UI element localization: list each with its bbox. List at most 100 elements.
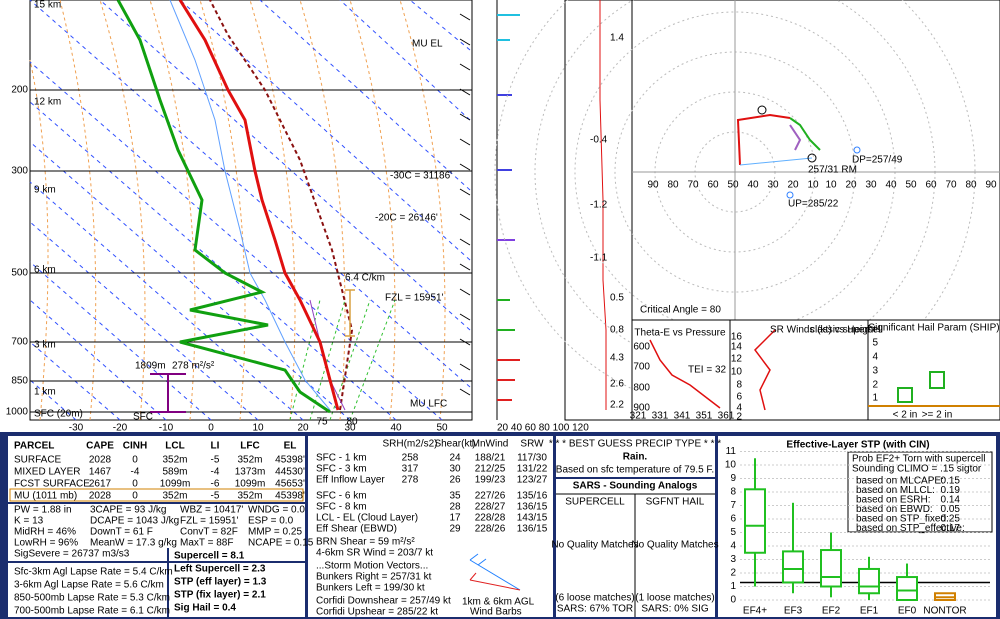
precip-type: Rain.	[623, 452, 648, 463]
index-value: SigSevere = 26737 m3/s3	[14, 549, 130, 560]
index-value: MidRH = 46%	[14, 527, 76, 538]
parcel-cell: 0	[132, 455, 138, 466]
hodo-low	[736, 113, 791, 166]
parcel-cell: 45653'	[275, 479, 305, 490]
stp-category: EF4+	[743, 606, 767, 617]
kinematic-box	[308, 436, 553, 617]
lapse-rate: 3-6km Agl Lapse Rate = 5.6 C/km	[14, 580, 164, 591]
hodo-sr-vector	[739, 157, 813, 166]
inset-tick: 351	[696, 411, 713, 422]
kin-label: SFC - 6 km	[316, 491, 367, 502]
index-value: MaxT = 88F	[180, 538, 233, 549]
inset-tick: 6	[736, 392, 742, 403]
up-label: UP=285/22	[788, 199, 839, 210]
theta-label: 0.8	[610, 325, 624, 336]
kin-label: SFC - 8 km	[316, 502, 367, 513]
parcel-header: LFC	[240, 441, 259, 452]
stp-tick: 9	[730, 473, 736, 484]
kin-cell: 317	[402, 464, 419, 475]
temp-label: 20	[297, 423, 309, 434]
temp-label: 50	[436, 423, 448, 434]
kin-cell: 143/15	[517, 513, 548, 524]
inset-type: classic supercell	[810, 325, 883, 336]
parcel-cell: 2028	[89, 455, 112, 466]
srh-label: 278 m²/s²	[172, 361, 215, 372]
rm-marker	[807, 153, 817, 163]
parcel-box	[8, 436, 305, 617]
theta-label: -1.1	[590, 253, 608, 264]
kin-cell: 35	[449, 491, 461, 502]
hodo-x-label: 50	[727, 180, 739, 191]
hodo-x-label: 30	[865, 180, 877, 191]
sars-loose: (1 loose matches)	[635, 593, 714, 604]
sars-title: SARS - Sounding Analogs	[573, 481, 698, 492]
isotherms	[29, 0, 471, 421]
inset-tick: 4	[872, 352, 878, 363]
stp-legend-value: 0.05	[941, 504, 961, 515]
hodo-mid	[789, 117, 821, 151]
stp-category: EF2	[822, 606, 841, 617]
temp-label: -20	[113, 423, 128, 434]
parcel-cell: 352m	[162, 491, 187, 502]
kin-cell: 278	[402, 475, 419, 486]
hodo-x-label: 70	[945, 180, 957, 191]
stp-tick: 10	[725, 460, 737, 471]
sars-match: No Quality Matches	[631, 540, 718, 551]
pressure-label: 500	[11, 268, 28, 279]
parcel-cell: -5	[211, 455, 220, 466]
parcel-cell: 45398'	[275, 491, 305, 502]
kin-cell: 24	[449, 453, 461, 464]
kin-cell: 199/23	[475, 475, 506, 486]
kin-extra: ...Storm Motion Vectors...	[316, 561, 428, 572]
hodo-x-label: 90	[647, 180, 659, 191]
sars-result: SARS: 67% TOR	[557, 604, 633, 615]
dewpoint-trace	[116, 0, 331, 414]
tei-label: TEI = 32	[688, 365, 727, 376]
stp-legend-label: based on MLCAPE:	[856, 476, 944, 487]
theta-label: -1.2	[590, 200, 608, 211]
parcel-cell: 352m	[162, 455, 187, 466]
inset-tick: 16	[731, 332, 743, 343]
stp-legend-label: based on EBWD:	[856, 504, 933, 515]
rm-label: 257/31 RM	[808, 165, 857, 176]
kin-extra: 4-6km SR Wind = 203/7 kt	[316, 548, 433, 559]
hodo-x-label: 20	[787, 180, 799, 191]
kin-cell: 136/15	[517, 502, 548, 513]
isotherm-label: -30C = 31186'	[390, 171, 452, 182]
kin-header: MnWind	[472, 439, 509, 450]
height-label: 9 km	[34, 185, 56, 196]
parcel-header: PARCEL	[14, 441, 54, 452]
kin-cell: 131/22	[517, 464, 548, 475]
parcel-cell: 0	[132, 491, 138, 502]
parcel-header: CINH	[123, 441, 147, 452]
kin-cell: 228/26	[475, 524, 506, 535]
srw-trace	[754, 329, 776, 411]
pressure-lines	[30, 89, 472, 413]
pressure-label: 1000	[6, 407, 29, 418]
composite: Supercell = 8.1	[174, 551, 245, 562]
inset-tick: 361	[718, 411, 735, 422]
hodo-x-label: 80	[965, 180, 977, 191]
inset-tick: 12	[731, 354, 743, 365]
stp-tick: 1	[730, 581, 736, 592]
parcel-cell: 352m	[237, 455, 262, 466]
barb-icon	[469, 572, 521, 591]
parcel-cell: 44530'	[275, 467, 305, 478]
kin-cell: 17	[449, 513, 461, 524]
parcel-cell: SURFACE	[14, 455, 62, 466]
parcel-cell: -4	[211, 467, 220, 478]
stp-legend-value: 0.14	[941, 495, 961, 506]
theta-label: -0.4	[590, 135, 608, 146]
kin-label: Eff Shear (EBWD)	[316, 524, 397, 535]
temp-label: 0	[208, 423, 214, 434]
kin-extra: BRN Shear = 59 m²/s²	[316, 537, 415, 548]
theta-label: 0.5	[610, 293, 624, 304]
temp-label: 40	[390, 423, 402, 434]
stp-category: EF3	[784, 606, 803, 617]
inset-tick: 341	[674, 411, 691, 422]
wind-barbs	[459, 13, 471, 396]
theta-label: 1.4	[610, 33, 624, 44]
inset-tick: 700	[633, 362, 650, 373]
parcel-cell: 2617	[89, 479, 112, 490]
critical-angle: Critical Angle = 80	[640, 305, 721, 316]
